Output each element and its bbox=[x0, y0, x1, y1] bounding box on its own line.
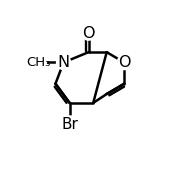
Text: O: O bbox=[82, 25, 95, 41]
Text: N: N bbox=[57, 55, 70, 70]
Circle shape bbox=[31, 54, 46, 70]
Circle shape bbox=[61, 116, 78, 134]
Text: O: O bbox=[118, 55, 130, 70]
Circle shape bbox=[57, 55, 71, 70]
Circle shape bbox=[81, 26, 96, 40]
Text: Br: Br bbox=[61, 117, 78, 132]
Text: CH₃: CH₃ bbox=[26, 56, 51, 69]
Circle shape bbox=[117, 55, 131, 70]
